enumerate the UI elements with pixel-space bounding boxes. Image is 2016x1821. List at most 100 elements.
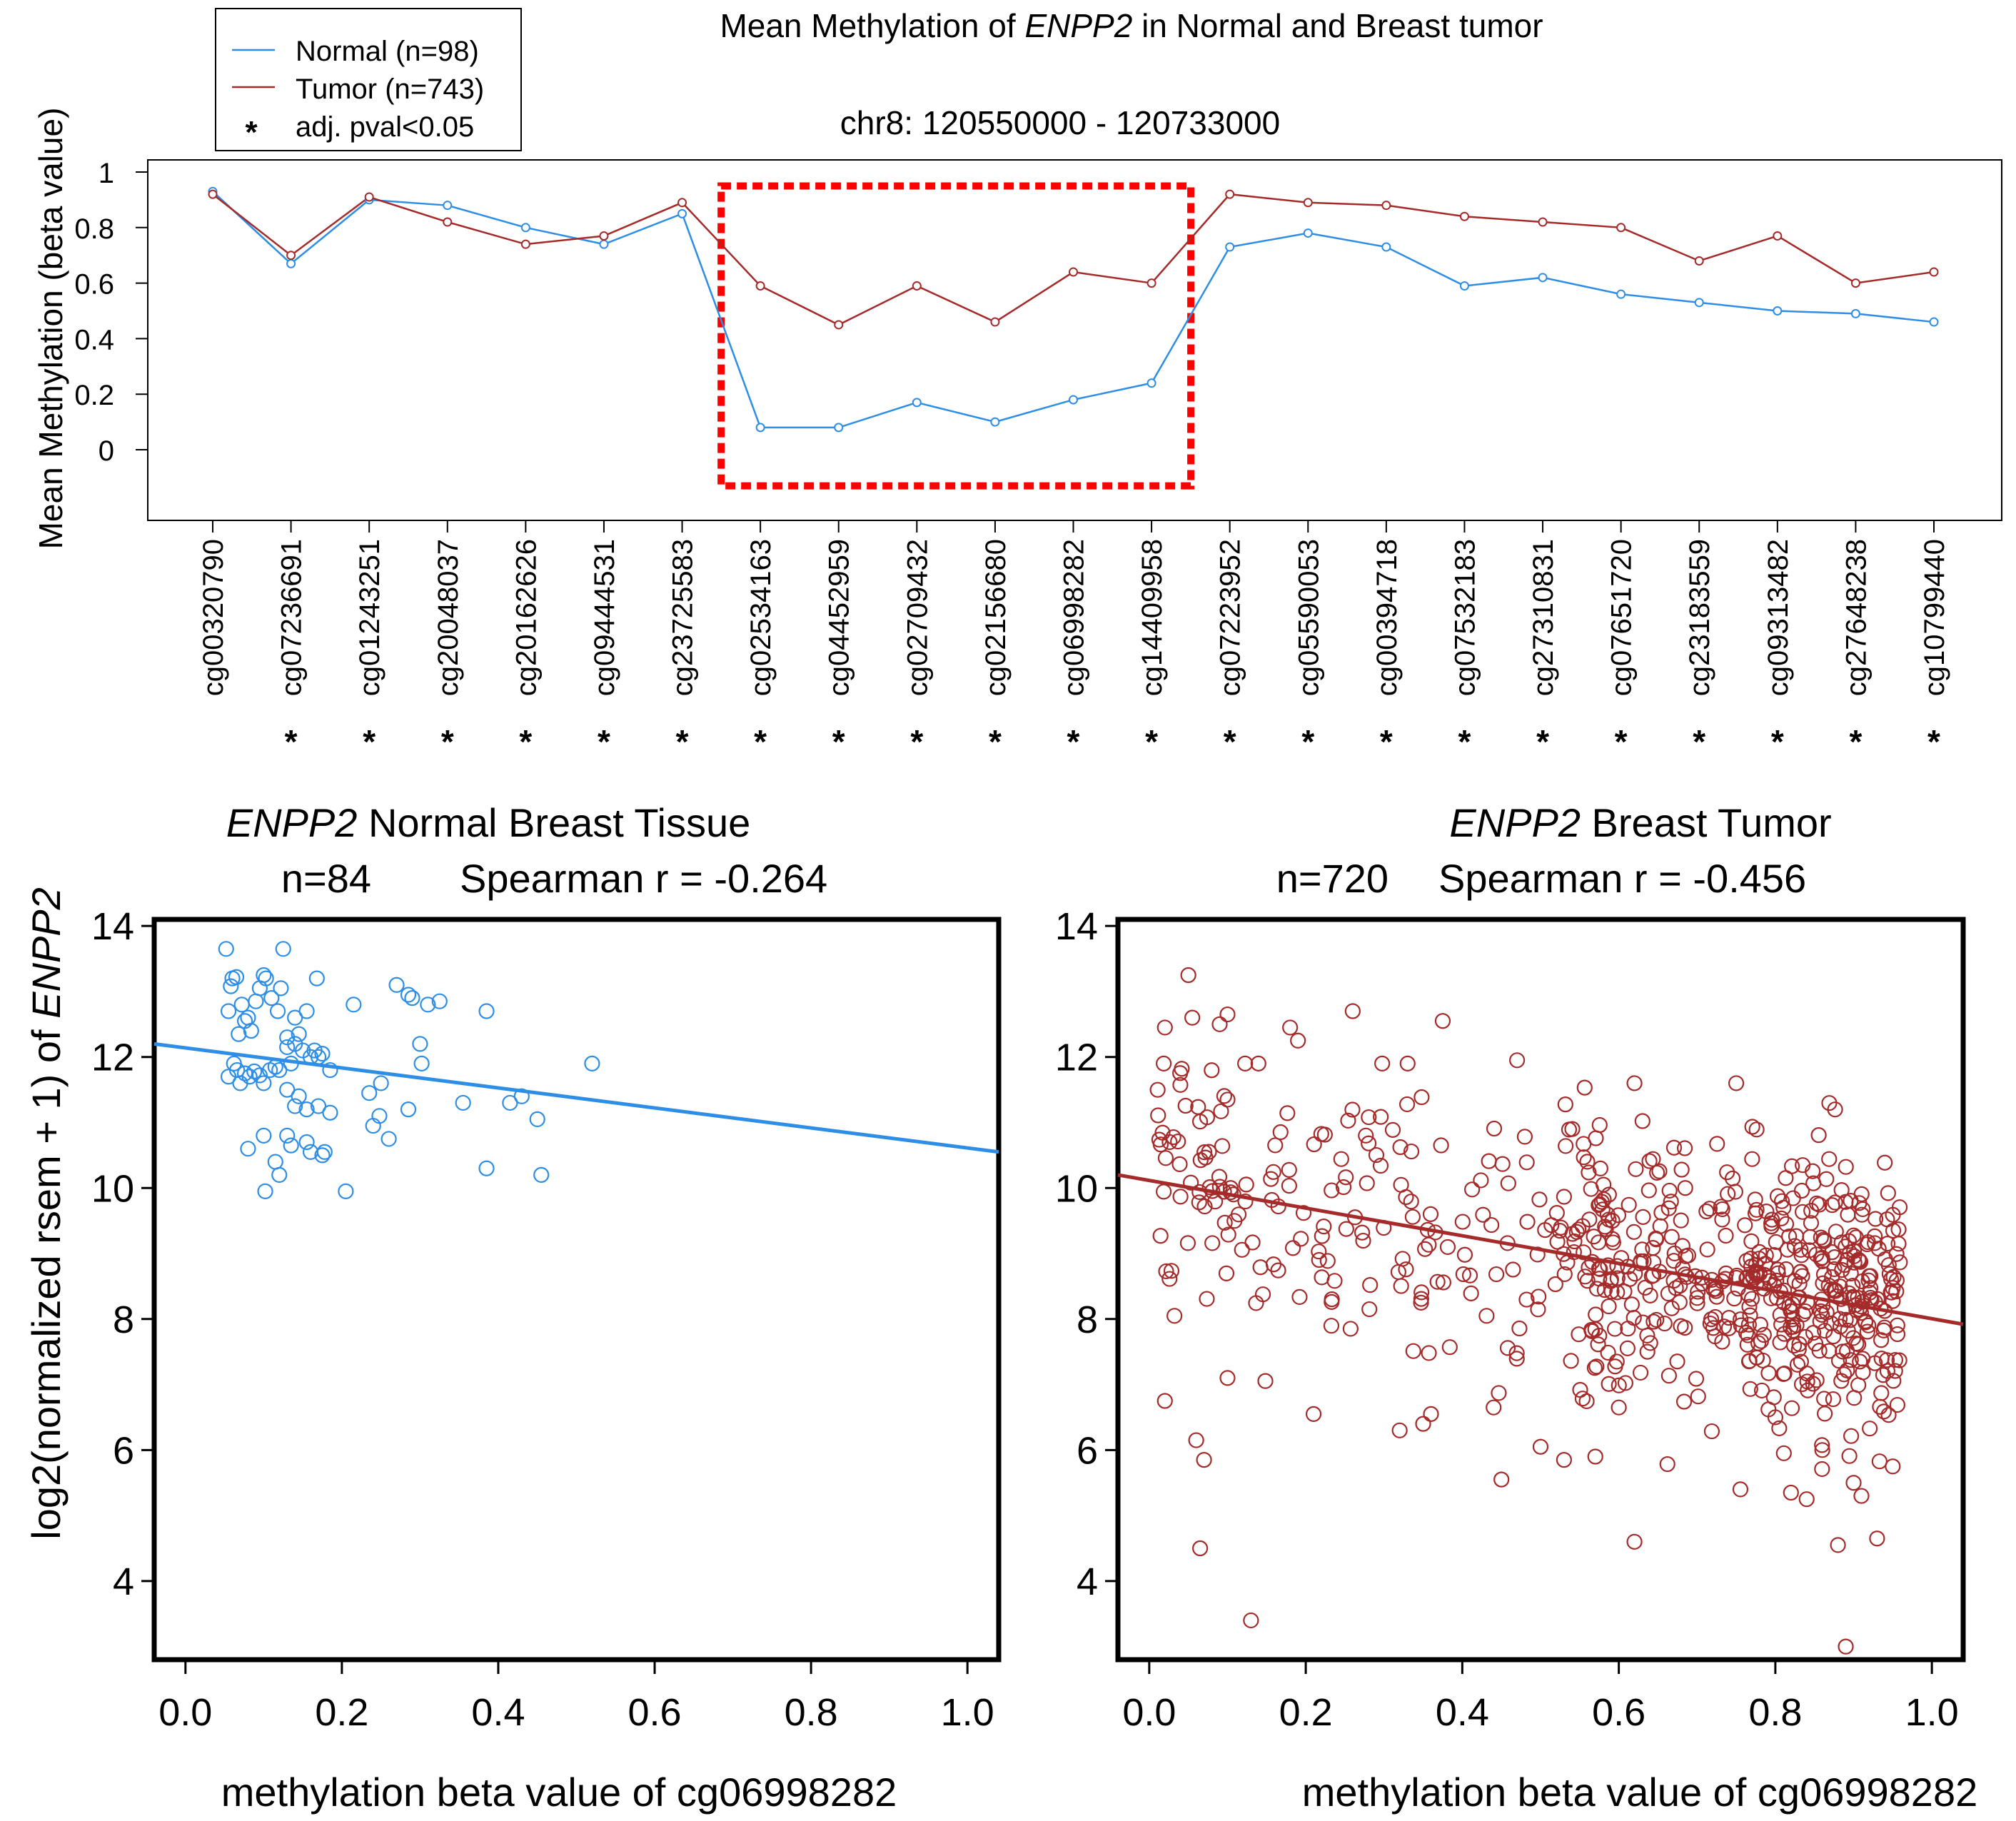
tumor-data-point [1888, 1283, 1905, 1300]
top-y-axis-label: Mean Methylation (beta value) [32, 108, 69, 550]
probe-label: cg05590053 [1293, 539, 1324, 696]
tumor-data-point [1827, 1283, 1843, 1299]
tumor-data-point [1583, 1323, 1601, 1339]
left-y-tick-label: 12 [91, 1036, 134, 1079]
tumor-data-point [1481, 1153, 1497, 1169]
scatter-shared-y-axis-label: log2(normalized rsem + 1) of ENPP2 [24, 887, 69, 1540]
tumor-data-point [1783, 1400, 1800, 1416]
tumor-data-point [1156, 1184, 1172, 1200]
tumor-data-point [1372, 1157, 1389, 1174]
tumor-data-point [1196, 1198, 1213, 1215]
tumor-data-point [1156, 1019, 1173, 1036]
tumor-data-point [1191, 1194, 1207, 1211]
normal-data-point [431, 993, 448, 1009]
tumor-data-point [1653, 1204, 1670, 1221]
tumor-data-point [1156, 1393, 1173, 1409]
tumor-series-point [1303, 198, 1313, 208]
tumor-data-point [1838, 1159, 1854, 1175]
normal-scatter-n: n=84 [281, 856, 371, 901]
tumor-data-point [1333, 1151, 1349, 1167]
tumor-data-point [1875, 1403, 1892, 1420]
tumor-data-point [1374, 1055, 1391, 1071]
tumor-data-point [1390, 1263, 1407, 1281]
normal-data-point [404, 990, 420, 1007]
top-legend: Normal (n=98) Tumor (n=743) * adj. pval<… [215, 8, 522, 151]
significance-star: * [832, 723, 845, 760]
tumor-data-point [1885, 1222, 1902, 1239]
tumor-data-point [1323, 1318, 1340, 1334]
tumor-data-point [1586, 1360, 1603, 1376]
tumor-data-point [1601, 1376, 1617, 1392]
tumor-data-point [1161, 1271, 1178, 1287]
tumor-data-point [1244, 1234, 1261, 1251]
tumor-data-point [1821, 1151, 1838, 1167]
tumor-data-point [1257, 1373, 1274, 1389]
tumor-data-point [1663, 1300, 1680, 1316]
tumor-data-point [1204, 1235, 1221, 1251]
tumor-data-point [1434, 1013, 1451, 1029]
tumor-data-point [1880, 1407, 1897, 1423]
tumor-series-point [1459, 211, 1469, 221]
tumor-data-point [1600, 1257, 1616, 1273]
tumor-data-point [1177, 1097, 1194, 1114]
tumor-data-point [1793, 1376, 1810, 1393]
tumor-data-point [1793, 1182, 1810, 1199]
normal-series-point [1850, 308, 1860, 318]
tumor-data-point [1417, 1241, 1433, 1257]
normal-data-point [223, 978, 239, 994]
probe-label: cg10799440 [1919, 539, 1950, 696]
top-line-chart: Mean Methylation of ENPP2 in Normal and … [32, 7, 2002, 760]
significance-star: * [754, 723, 767, 760]
tumor-data-point [1851, 1252, 1868, 1268]
tumor-data-point [1875, 1367, 1892, 1383]
tumor-data-point [1816, 1233, 1833, 1249]
tumor-data-point [1748, 1121, 1765, 1138]
tumor-data-point [1758, 1247, 1774, 1263]
significance-star: * [1301, 723, 1314, 760]
tumor-data-point [1158, 1263, 1174, 1280]
tumor-data-point [1794, 1204, 1811, 1220]
tumor-data-point [1421, 1236, 1437, 1253]
tumor-series-point [912, 281, 922, 291]
tumor-series-point [364, 192, 374, 202]
tumor-data-point [1707, 1328, 1723, 1345]
significance-star: * [363, 723, 376, 760]
normal-data-point [322, 1061, 338, 1079]
tumor-data-point [1877, 1154, 1893, 1171]
tumor-data-point [1248, 1295, 1264, 1311]
normal-data-point [478, 1003, 495, 1019]
tumor-data-point [1355, 1232, 1371, 1249]
normal-data-point [236, 1065, 253, 1081]
tumor-data-point [1853, 1186, 1870, 1202]
legend-star-symbol: * [245, 115, 258, 150]
tumor-data-point [1230, 1206, 1247, 1223]
tumor-data-point [1807, 1336, 1824, 1352]
tumor-data-point [1201, 1179, 1218, 1196]
tumor-data-point [1708, 1288, 1725, 1305]
significance-star: * [1067, 723, 1080, 760]
tumor-scatter-frame [1115, 917, 1966, 1663]
tumor-data-point [1852, 1353, 1868, 1370]
tumor-data-point [1537, 1222, 1553, 1239]
tumor-data-point [1783, 1484, 1799, 1501]
normal-series-point [1538, 273, 1548, 283]
tumor-data-point [1677, 1319, 1693, 1336]
normal-series-point [443, 201, 453, 211]
normal-series-line [212, 191, 1935, 429]
tumor-data-point [1705, 1281, 1722, 1298]
tumor-data-point [1663, 1229, 1680, 1245]
tumor-data-point [1830, 1537, 1846, 1553]
tumor-data-point [1680, 1247, 1696, 1263]
normal-data-point [228, 969, 245, 985]
tumor-data-point [1473, 1172, 1489, 1189]
normal-scatter-chart: ENPP2 Normal Breast Tissue n=84 Spearman… [91, 800, 1002, 1815]
tumor-data-point [1361, 1301, 1378, 1318]
normal-series-point [1225, 242, 1235, 252]
tumor-data-point [1324, 1182, 1340, 1199]
normal-series-point [1069, 395, 1078, 405]
tumor-data-point [1361, 1135, 1377, 1151]
tumor-data-point [1659, 1456, 1675, 1473]
right-x-tick-label: 0.0 [1122, 1691, 1176, 1734]
tumor-series-point [1146, 278, 1156, 288]
tumor-data-point [1634, 1113, 1650, 1129]
